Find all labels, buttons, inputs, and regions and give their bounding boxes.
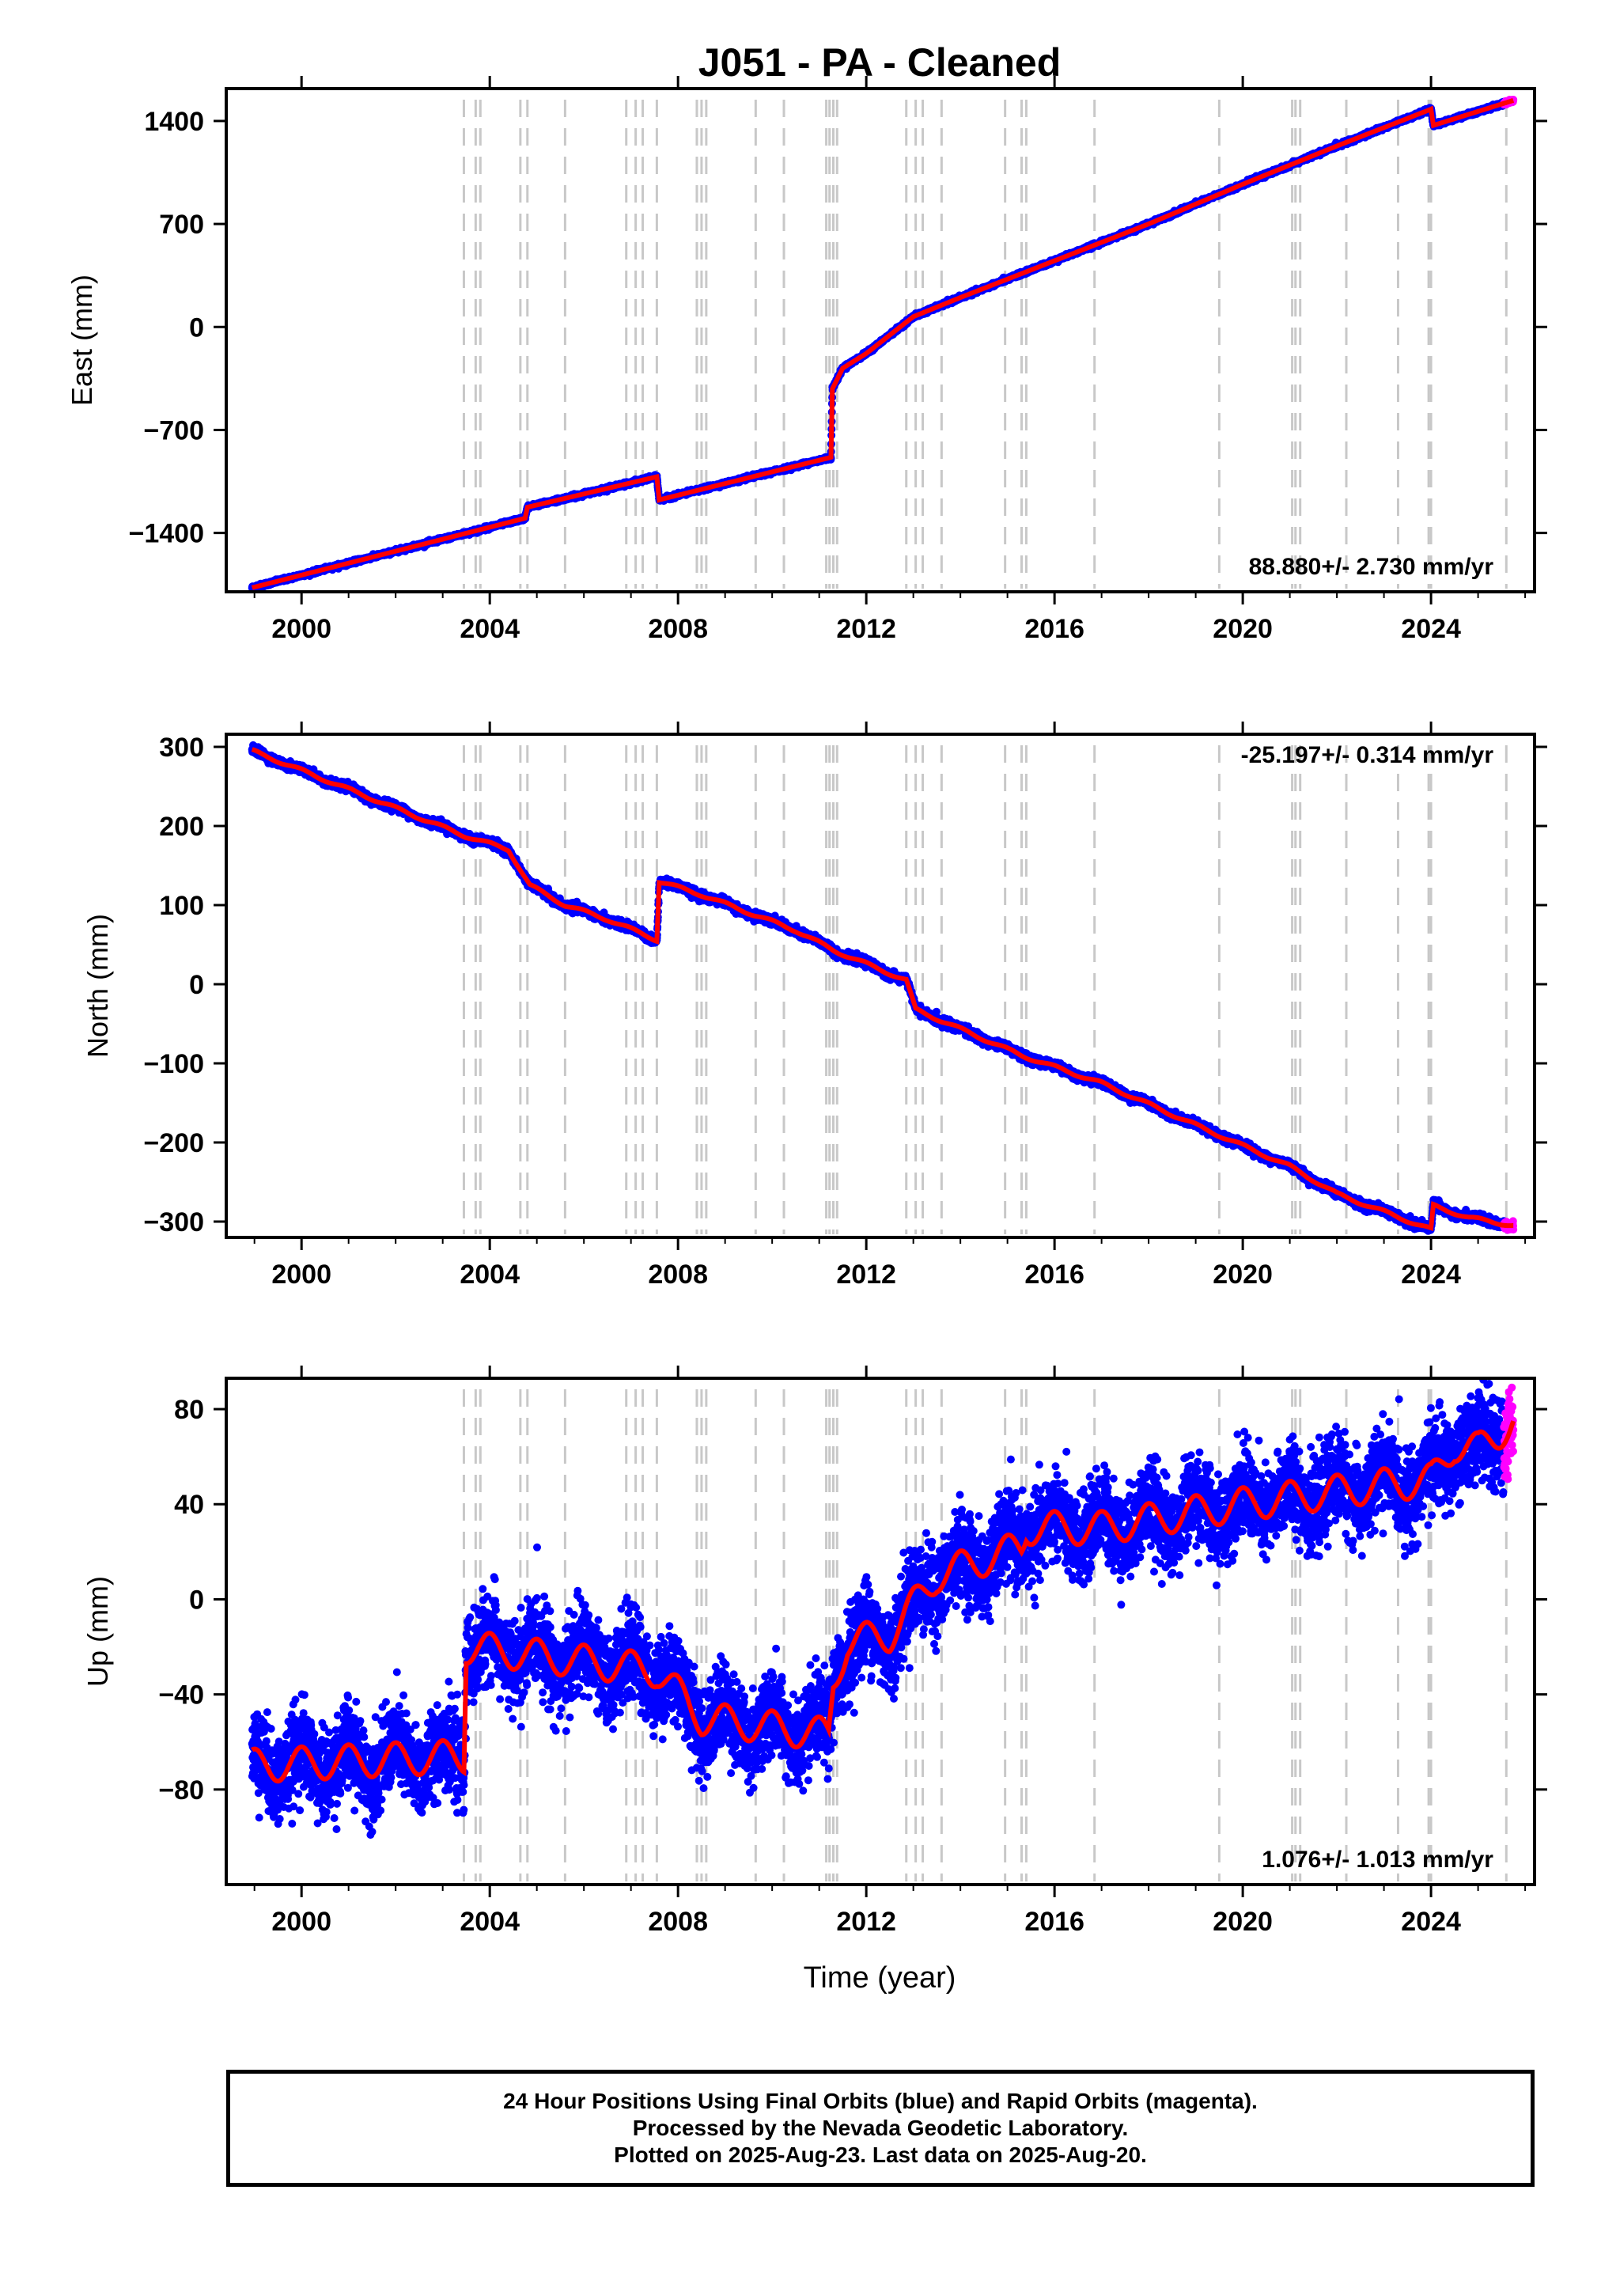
- chart-title: J051 - PA - Cleaned: [698, 40, 1062, 85]
- x-axis-label: Time (year): [804, 1961, 956, 1995]
- panel-east: 2000 2004 2008 2012 2016 2020 202414007000−700…: [66, 76, 1547, 644]
- series-points: [248, 96, 1518, 592]
